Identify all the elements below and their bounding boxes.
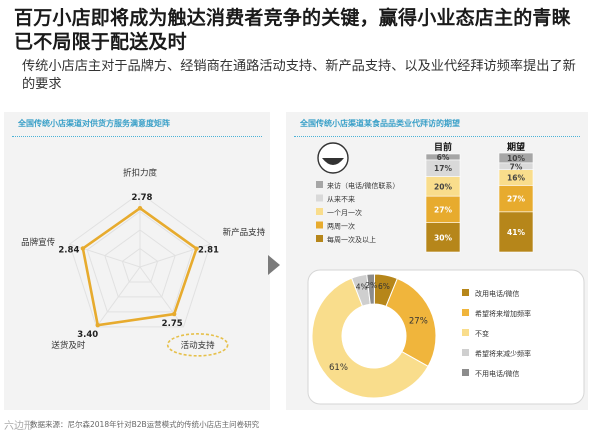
radar-series-line (81, 206, 199, 327)
bar-value-label: 27% (507, 195, 525, 204)
radar-point (194, 246, 199, 251)
donut-legend-label: 不变 (475, 329, 489, 338)
bowl-icon (317, 142, 349, 174)
highlight-ring (166, 333, 229, 357)
satisfaction-panel: 全国传统小店渠道对供货方服务满意度矩阵 2.78 2.81 2.75 3.40 2.84… (4, 112, 270, 410)
bar-value-label: 17% (434, 164, 452, 173)
radar-grid-ring (86, 210, 194, 313)
page-subtitle: 传统小店店主对于品牌方、经销商在通路活动支持、新产品支持、以及业代经拜访频率提出… (22, 59, 576, 92)
donut-legend-swatch (462, 289, 469, 296)
bar-value-label: 41% (507, 228, 525, 237)
radar-point (80, 246, 86, 251)
panel-divider (294, 136, 580, 137)
bar-value-label: 16% (507, 174, 525, 183)
bar-segment (498, 185, 534, 213)
bar-category-label: 目前 (434, 141, 452, 153)
radar-axis-label: 活动支持 (181, 340, 216, 351)
bar-value-label: 27% (434, 205, 452, 214)
radar-point (137, 206, 143, 211)
radar-point (95, 322, 100, 328)
donut-value-label: 6% (378, 282, 390, 291)
bar-segment (498, 152, 534, 164)
donut-legend-swatch (462, 369, 469, 376)
bar-segment (425, 195, 461, 223)
visit-expectation-panel: 全国传统小店渠道某食品品类业代拜访的期望 来访（电话/微信联系） 从来不来一个月一… (286, 112, 588, 410)
legend-swatch (316, 208, 323, 215)
page-title: 百万小店即将成为触达消费者竞争的关键，赢得小业态店主的青睐已不局限于配送及时 (14, 7, 571, 53)
donut-value-label: 4% (356, 282, 368, 291)
legend-swatch (316, 221, 323, 229)
bar-value-label: 10% (507, 154, 525, 163)
legend-label: 一个月一次 (327, 208, 362, 217)
donut-legend-swatch (462, 349, 469, 356)
satisfaction-panel-heading: 全国传统小店渠道对供货方服务满意度矩阵 (18, 119, 170, 128)
radar-axis-label: 品牌宣传 (21, 237, 56, 248)
radar-value-label: 2.75 (162, 319, 183, 329)
legend-label: 每周一次及以上 (327, 235, 376, 244)
bar-value-label: 30% (434, 233, 452, 242)
donut-slice (385, 277, 437, 368)
bar-value-label: 6% (437, 153, 450, 162)
watermark: 六边形 (4, 421, 34, 432)
donut-legend-label: 改用电话/微信 (475, 289, 519, 298)
donut-value-label: 61% (329, 363, 348, 373)
radar-value-label: 2.78 (132, 193, 153, 203)
radar-grid-ring (69, 192, 211, 328)
bar-category-label: 期望 (507, 141, 525, 153)
legend-swatch (316, 194, 323, 202)
donut-value-label: 27% (409, 316, 428, 326)
legend-label: 从来不来 (327, 196, 355, 204)
radar-point (171, 311, 177, 317)
radar-axis-line (139, 243, 211, 268)
radar-axis-label: 新产品支持 (223, 227, 266, 238)
radar-value-label: 2.84 (58, 245, 79, 255)
bar-segment (498, 211, 534, 253)
donut-legend-swatch (462, 329, 469, 336)
radar-grid-ring (121, 247, 159, 283)
radar-axis-label: 折扣力度 (123, 167, 158, 178)
radar-axis-line (96, 266, 141, 328)
radar-axis-line (139, 266, 184, 328)
donut-legend-label: 希望将来增加频率 (475, 309, 531, 318)
donut-slice (311, 277, 429, 399)
radar-value-label: 2.81 (198, 246, 219, 256)
radar-axis-label: 送货及时 (51, 340, 86, 351)
legend-label: 来访（电话/微信联系） (327, 181, 399, 190)
legend-swatch (316, 181, 323, 188)
bar-value-label: 7% (510, 162, 523, 171)
donut-legend-swatch (462, 309, 469, 316)
bar-value-label: 20% (434, 182, 452, 191)
donut-slice (366, 273, 376, 305)
legend-label: 两周一次 (327, 222, 355, 231)
radar-grid-ring (104, 229, 176, 298)
donut-legend-label: 希望将来减少频率 (475, 349, 531, 358)
radar-value-label: 3.40 (77, 330, 98, 340)
visit-expectation-panel-heading: 全国传统小店渠道某食品品类业代拜访的期望 (300, 119, 460, 128)
donut-legend-label: 不用电话/微信 (475, 369, 519, 378)
panel-divider (12, 136, 262, 137)
donut-value-label: 2% (365, 281, 377, 290)
legend-swatch (316, 235, 323, 242)
bar-segment (425, 222, 461, 253)
bar-segment (425, 153, 461, 161)
arrow-right-icon (268, 255, 280, 275)
source-note: 数据来源：尼尔森2018年针对B2B运营模式的传统小店店主问卷研究 (30, 420, 260, 429)
